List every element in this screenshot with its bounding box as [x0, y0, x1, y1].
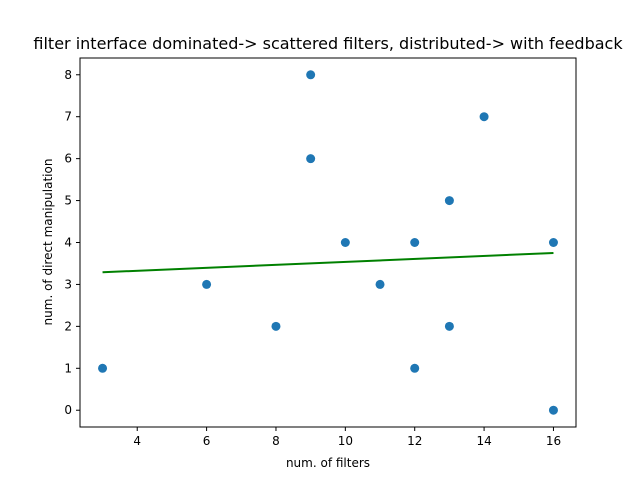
x-tick-label: 4	[133, 434, 141, 448]
x-tick-label: 12	[407, 434, 422, 448]
y-axis-label: num. of direct manipulation	[41, 159, 55, 326]
data-point	[375, 279, 385, 289]
data-point	[306, 70, 316, 80]
x-tick-label: 6	[203, 434, 211, 448]
x-tick-label: 14	[476, 434, 491, 448]
y-tick-label: 5	[64, 194, 72, 208]
x-axis-ticks: 4 6 8 10 12 14 16	[133, 427, 561, 448]
data-point	[444, 196, 454, 206]
data-point	[548, 238, 558, 247]
plot-frame	[79, 57, 577, 428]
y-axis-ticks: 0 1 2 3 4 5 6 7 8	[64, 68, 80, 417]
y-tick-label: 0	[64, 403, 72, 417]
points-layer	[98, 70, 558, 415]
plot-area	[79, 57, 577, 428]
y-tick-label: 1	[64, 361, 72, 375]
data-point	[479, 112, 489, 122]
data-point	[410, 363, 420, 373]
x-tick-label: 10	[338, 434, 353, 448]
data-point	[202, 279, 212, 289]
x-axis-label: num. of filters	[286, 456, 370, 470]
chart-title: filter interface dominated-> scattered f…	[33, 34, 623, 53]
x-tick-label: 16	[546, 434, 561, 448]
x-tick-label: 8	[272, 434, 280, 448]
y-tick-label: 4	[64, 236, 72, 250]
y-tick-label: 6	[64, 152, 72, 166]
y-tick-label: 2	[64, 319, 72, 333]
data-point	[98, 363, 108, 373]
y-tick-label: 3	[64, 277, 72, 291]
data-point	[340, 238, 350, 247]
data-point	[306, 154, 316, 164]
data-point	[410, 238, 420, 247]
y-tick-label: 8	[64, 68, 72, 82]
data-point	[548, 405, 558, 415]
y-tick-label: 7	[64, 110, 72, 124]
data-point	[444, 321, 454, 331]
trendline	[102, 251, 554, 274]
data-point	[271, 321, 281, 331]
trendline-layer	[102, 251, 554, 274]
